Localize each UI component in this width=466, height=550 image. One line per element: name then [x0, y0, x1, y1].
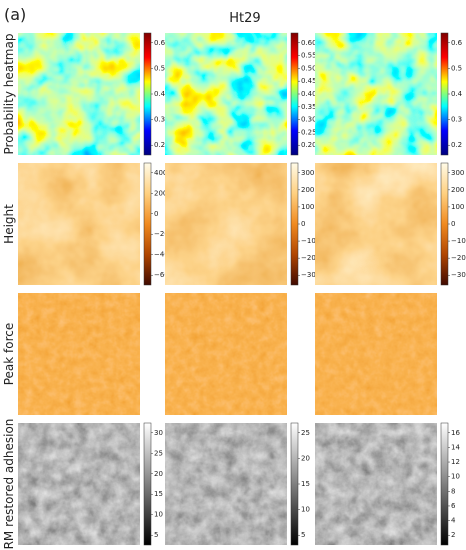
- colorbar-tick-label: 200: [154, 189, 167, 197]
- image-panel: [165, 163, 287, 285]
- colorbar-tick-label: −300: [451, 271, 466, 279]
- colorbar-tick-label: −200: [154, 230, 173, 238]
- colorbar-tick-label: 8: [451, 487, 455, 495]
- colorbar: [143, 32, 152, 156]
- panel-label: (a): [4, 5, 26, 24]
- row-label: Height: [2, 204, 16, 244]
- colorbar-tick-label: 14: [451, 443, 460, 451]
- colorbar-tick-label: 300: [451, 169, 464, 177]
- colorbar-tick-label: 0.5: [154, 64, 165, 72]
- colorbar-tick-label: 0.2: [154, 141, 165, 149]
- colorbar-tick-label: 15: [154, 490, 163, 498]
- colorbar-tick-label: −200: [301, 254, 320, 262]
- colorbar: [440, 422, 449, 546]
- colorbar-tick-label: 0: [451, 220, 455, 228]
- colorbar: [440, 32, 449, 156]
- colorbar-tick-label: 16: [451, 429, 460, 437]
- colorbar-tick-label: 0.6: [451, 39, 463, 47]
- colorbar-tick-label: 0.60: [301, 39, 317, 47]
- colorbar-tick-label: 20: [301, 454, 310, 462]
- colorbar-tick-label: 10: [154, 511, 163, 519]
- colorbar-tick-label: 0.2: [451, 141, 462, 149]
- row-label: Probability heatmap: [2, 34, 16, 155]
- colorbar-tick-label: 25: [154, 449, 163, 457]
- colorbar-tick-label: 0.4: [451, 90, 463, 98]
- colorbar: [440, 162, 449, 286]
- colorbar-tick-label: −600: [154, 271, 173, 279]
- colorbar-tick-label: 0.3: [154, 116, 165, 124]
- colorbar-tick-label: 10: [451, 473, 460, 481]
- colorbar-tick-label: 10: [301, 506, 310, 514]
- colorbar-tick-label: 25: [301, 429, 310, 437]
- colorbar-tick-label: 200: [451, 186, 464, 194]
- image-panel: [315, 293, 437, 415]
- row-label: Peak force: [2, 323, 16, 386]
- colorbar: [143, 162, 152, 286]
- colorbar-tick-label: 4: [451, 517, 456, 525]
- colorbar-tick-label: −100: [301, 237, 320, 245]
- colorbar-tick-label: 100: [301, 203, 314, 211]
- colorbar-tick-label: 0.4: [154, 90, 166, 98]
- colorbar-tick-label: 300: [301, 169, 314, 177]
- image-panel: [315, 163, 437, 285]
- colorbar-tick-label: 5: [154, 531, 158, 539]
- colorbar: [290, 32, 299, 156]
- colorbar-tick-label: 100: [451, 203, 464, 211]
- image-panel: [18, 423, 140, 545]
- colorbar: [290, 422, 299, 546]
- colorbar-tick-label: −100: [451, 237, 466, 245]
- colorbar-tick-label: 0.6: [154, 39, 166, 47]
- colorbar-tick-label: 5: [301, 531, 305, 539]
- colorbar-tick-label: 0.50: [301, 64, 317, 72]
- row-label: RM restored adhesion: [2, 419, 16, 550]
- colorbar-tick-label: 20: [154, 470, 163, 478]
- image-panel: [315, 33, 437, 155]
- colorbar-tick-label: −400: [154, 251, 173, 259]
- colorbar-tick-label: 0.5: [451, 64, 462, 72]
- colorbar-tick-label: 0: [154, 210, 158, 218]
- image-panel: [18, 163, 140, 285]
- colorbar-tick-label: 400: [154, 169, 167, 177]
- colorbar-tick-label: 30: [154, 429, 163, 437]
- image-panel: [18, 293, 140, 415]
- colorbar-tick-label: −300: [301, 271, 320, 279]
- colorbar-tick-label: 0.25: [301, 128, 317, 136]
- colorbar-tick-label: 0.40: [301, 90, 317, 98]
- colorbar-tick-label: 200: [301, 186, 314, 194]
- colorbar-tick-label: 0.20: [301, 141, 317, 149]
- colorbar: [290, 162, 299, 286]
- colorbar-tick-label: 0.30: [301, 116, 317, 124]
- image-panel: [165, 33, 287, 155]
- colorbar-tick-label: 0.45: [301, 77, 317, 85]
- colorbar-tick-label: 0.55: [301, 52, 317, 60]
- figure-title: Ht29: [229, 11, 260, 26]
- image-panel: [18, 33, 140, 155]
- image-panel: [165, 423, 287, 545]
- colorbar-tick-label: 2: [451, 531, 455, 539]
- colorbar-tick-label: 0.3: [451, 116, 462, 124]
- colorbar-tick-label: 12: [451, 458, 460, 466]
- colorbar-tick-label: −200: [451, 254, 466, 262]
- colorbar: [143, 422, 152, 546]
- colorbar-tick-label: 6: [451, 502, 456, 510]
- colorbar-tick-label: 0.35: [301, 103, 317, 111]
- colorbar-tick-label: 15: [301, 480, 310, 488]
- image-panel: [315, 423, 437, 545]
- image-panel: [165, 293, 287, 415]
- colorbar-tick-label: 0: [301, 220, 305, 228]
